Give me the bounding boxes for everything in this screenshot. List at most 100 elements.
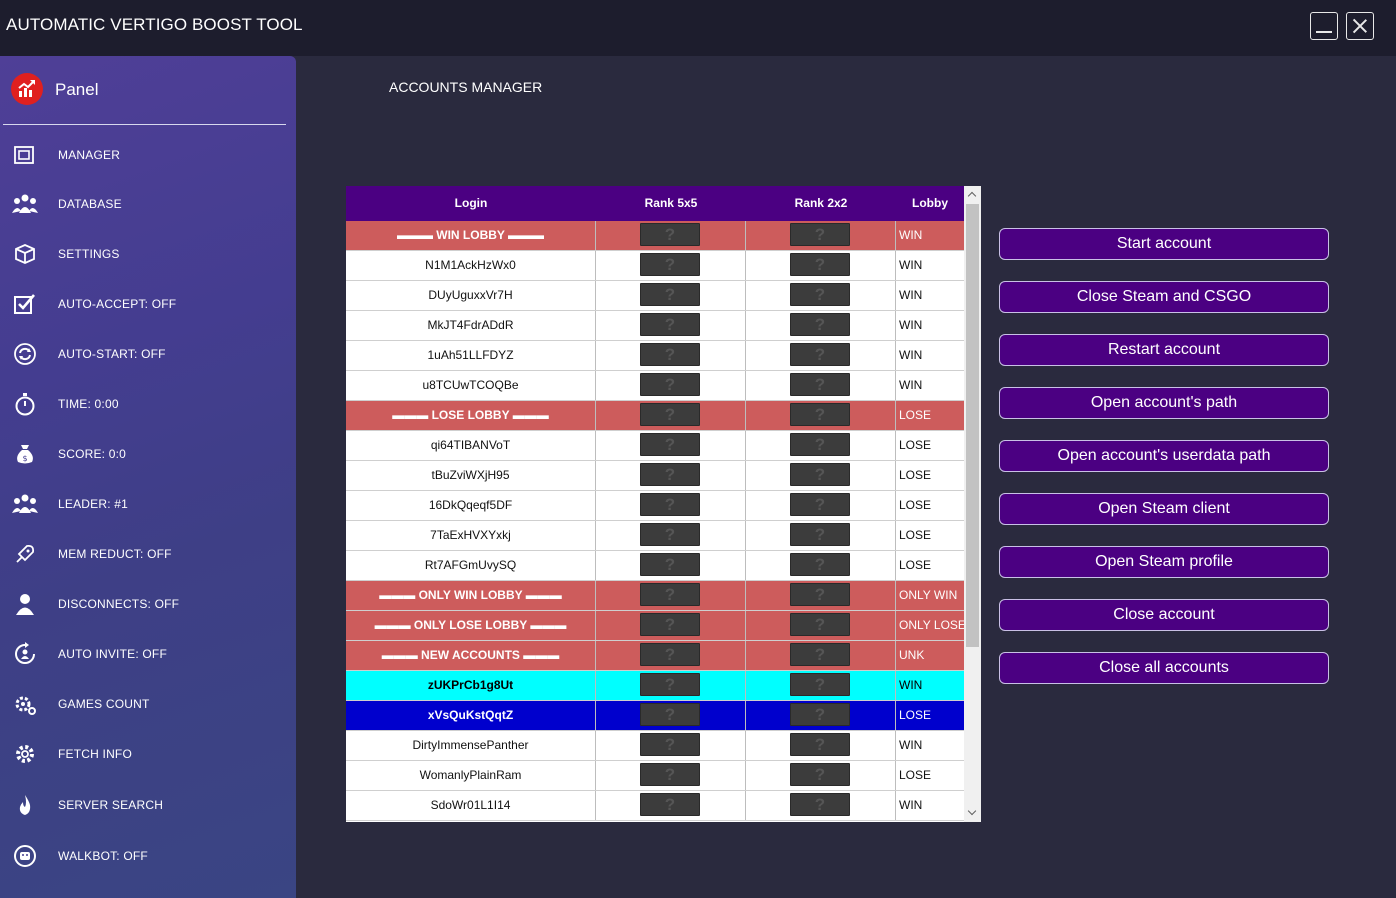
login-cell[interactable]: 7TaExHVXYxkj	[346, 521, 596, 550]
rank-badge: ?	[790, 313, 850, 336]
login-cell[interactable]: u8TCUwTCOQBe	[346, 371, 596, 400]
lobby-cell[interactable]: LOSE	[899, 708, 932, 722]
lobby-cell[interactable]: WIN	[899, 288, 923, 302]
sidebar-item-auto-start-off[interactable]: AUTO-START: OFF	[0, 334, 296, 374]
sidebar-item-settings[interactable]: SETTINGS	[0, 234, 296, 274]
table-row[interactable]: WomanlyPlainRam?? LOSE	[346, 761, 964, 791]
sidebar-item-database[interactable]: DATABASE	[0, 184, 296, 224]
table-row[interactable]: zUKPrCb1g8Ut?? WIN	[346, 671, 964, 701]
column-header-rank2x2[interactable]: Rank 2x2	[794, 196, 848, 210]
sidebar-item-auto-accept-off[interactable]: AUTO-ACCEPT: OFF	[0, 284, 296, 324]
lobby-cell[interactable]: LOSE	[899, 408, 932, 422]
lobby-cell[interactable]: LOSE	[899, 558, 932, 572]
lobby-cell[interactable]: WIN	[899, 378, 923, 392]
table-scrollbar[interactable]	[964, 186, 981, 822]
login-cell[interactable]: Rt7AFGmUvySQ	[346, 551, 596, 580]
scroll-up-icon[interactable]	[964, 186, 981, 203]
open-userdata-path-button[interactable]: Open account's userdata path	[999, 440, 1329, 472]
column-header-lobby[interactable]: Lobby	[912, 196, 948, 210]
lobby-cell[interactable]: WIN	[899, 678, 923, 692]
login-cell[interactable]: ▬▬▬ ONLY WIN LOBBY ▬▬▬	[346, 581, 596, 610]
login-cell[interactable]: zUKPrCb1g8Ut	[346, 671, 596, 700]
login-cell[interactable]: xVsQuKstQqtZ	[346, 701, 596, 730]
rank-unknown: ?	[814, 405, 826, 424]
table-row[interactable]: 7TaExHVXYxkj?? LOSE	[346, 521, 964, 551]
group-header-row[interactable]: ▬▬▬ ONLY LOSE LOBBY ▬▬▬?? ONLY LOSE	[346, 611, 964, 641]
rank-badge: ?	[640, 703, 700, 726]
lobby-cell[interactable]: ONLY WIN	[899, 588, 958, 602]
open-steam-profile-button[interactable]: Open Steam profile	[999, 546, 1329, 578]
sidebar-item-walkbot-off[interactable]: WALKBOT: OFF	[0, 836, 296, 876]
lobby-cell[interactable]: LOSE	[899, 528, 932, 542]
table-row[interactable]: MkJT4FdrADdR?? WIN	[346, 311, 964, 341]
lobby-cell[interactable]: WIN	[899, 738, 923, 752]
close-all-accounts-button[interactable]: Close all accounts	[999, 652, 1329, 684]
login-cell[interactable]: MkJT4FdrADdR	[346, 311, 596, 340]
sidebar-item-auto-invite-off[interactable]: AUTO INVITE: OFF	[0, 634, 296, 674]
scroll-thumb[interactable]	[966, 204, 979, 647]
lobby-cell[interactable]: WIN	[899, 798, 923, 812]
sidebar-item-leader-1[interactable]: LEADER: #1	[0, 484, 296, 524]
table-row[interactable]: DUyUguxxVr7H?? WIN	[346, 281, 964, 311]
lobby-cell[interactable]: WIN	[899, 258, 923, 272]
start-account-button[interactable]: Start account	[999, 228, 1329, 260]
sidebar-item-disconnects-off[interactable]: DISCONNECTS: OFF	[0, 584, 296, 624]
table-row[interactable]: xVsQuKstQqtZ?? LOSE	[346, 701, 964, 731]
lobby-cell[interactable]: ONLY LOSE	[899, 618, 964, 632]
login-cell[interactable]: N1M1AckHzWx0	[346, 251, 596, 280]
table-row[interactable]: 16DkQqeqf5DF?? LOSE	[346, 491, 964, 521]
lobby-cell[interactable]: LOSE	[899, 468, 932, 482]
sidebar-item-fetch-info[interactable]: FETCH INFO	[0, 734, 296, 774]
lobby-cell[interactable]: WIN	[899, 348, 923, 362]
column-header-login[interactable]: Login	[454, 196, 488, 210]
open-account-path-button[interactable]: Open account's path	[999, 387, 1329, 419]
sidebar-item-time-0-00[interactable]: TIME: 0:00	[0, 384, 296, 424]
login-cell[interactable]: 1uAh51LLFDYZ	[346, 341, 596, 370]
restart-account-button[interactable]: Restart account	[999, 334, 1329, 366]
scroll-down-icon[interactable]	[964, 805, 981, 822]
sidebar-item-manager[interactable]: MANAGER	[0, 135, 296, 175]
lobby-cell[interactable]: UNK	[899, 648, 925, 662]
table-row[interactable]: DirtyImmensePanther?? WIN	[346, 731, 964, 761]
lobby-cell[interactable]: WIN	[899, 228, 923, 242]
login-cell[interactable]: SdoWr01L1I14	[346, 791, 596, 820]
table-row[interactable]: tBuZviWXjH95?? LOSE	[346, 461, 964, 491]
table-row[interactable]: SdoWr01L1I14?? WIN	[346, 791, 964, 821]
table-row[interactable]: u8TCUwTCOQBe?? WIN	[346, 371, 964, 401]
rank2x2-cell: ?	[746, 581, 896, 610]
login-cell[interactable]: DirtyImmensePanther	[346, 731, 596, 760]
login-cell[interactable]: ▬▬▬ ONLY LOSE LOBBY ▬▬▬	[346, 611, 596, 640]
sidebar-item-mem-reduct-off[interactable]: MEM REDUCT: OFF	[0, 534, 296, 574]
sidebar-item-server-search[interactable]: SERVER SEARCH	[0, 785, 296, 825]
table-row[interactable]: Rt7AFGmUvySQ?? LOSE	[346, 551, 964, 581]
sidebar-item-games-count[interactable]: GAMES COUNT	[0, 684, 296, 724]
login-cell[interactable]: qi64TIBANVoT	[346, 431, 596, 460]
close-icon[interactable]	[1346, 12, 1374, 40]
login-cell[interactable]: ▬▬▬ LOSE LOBBY ▬▬▬	[346, 401, 596, 430]
login-cell[interactable]: ▬▬▬ WIN LOBBY ▬▬▬	[346, 221, 596, 250]
login-cell[interactable]: tBuZviWXjH95	[346, 461, 596, 490]
login-cell[interactable]: DUyUguxxVr7H	[346, 281, 596, 310]
column-header-rank5x5[interactable]: Rank 5x5	[644, 196, 698, 210]
sidebar-item-score-0-0[interactable]: $ SCORE: 0:0	[0, 434, 296, 474]
table-row[interactable]: qi64TIBANVoT?? LOSE	[346, 431, 964, 461]
lobby-cell[interactable]: LOSE	[899, 498, 932, 512]
group-header-row[interactable]: ▬▬▬ ONLY WIN LOBBY ▬▬▬?? ONLY WIN	[346, 581, 964, 611]
rank-unknown: ?	[814, 525, 826, 544]
lobby-cell[interactable]: LOSE	[899, 438, 932, 452]
table-row[interactable]: N1M1AckHzWx0?? WIN	[346, 251, 964, 281]
lobby-cell[interactable]: WIN	[899, 318, 923, 332]
lobby-cell[interactable]: LOSE	[899, 768, 932, 782]
table-row[interactable]: 1uAh51LLFDYZ?? WIN	[346, 341, 964, 371]
login-cell[interactable]: ▬▬▬ NEW ACCOUNTS ▬▬▬	[346, 641, 596, 670]
group-header-row[interactable]: ▬▬▬ NEW ACCOUNTS ▬▬▬?? UNK	[346, 641, 964, 671]
group-header-row[interactable]: ▬▬▬ WIN LOBBY ▬▬▬?? WIN	[346, 221, 964, 251]
group-header-row[interactable]: ▬▬▬ LOSE LOBBY ▬▬▬?? LOSE	[346, 401, 964, 431]
open-steam-client-button[interactable]: Open Steam client	[999, 493, 1329, 525]
accounts-table: Login Rank 5x5 Rank 2x2 Lobby ▬▬▬ WIN LO…	[346, 186, 981, 822]
minimize-icon[interactable]	[1310, 12, 1338, 40]
login-cell[interactable]: WomanlyPlainRam	[346, 761, 596, 790]
close-steam-csgo-button[interactable]: Close Steam and CSGO	[999, 281, 1329, 313]
login-cell[interactable]: 16DkQqeqf5DF	[346, 491, 596, 520]
close-account-button[interactable]: Close account	[999, 599, 1329, 631]
